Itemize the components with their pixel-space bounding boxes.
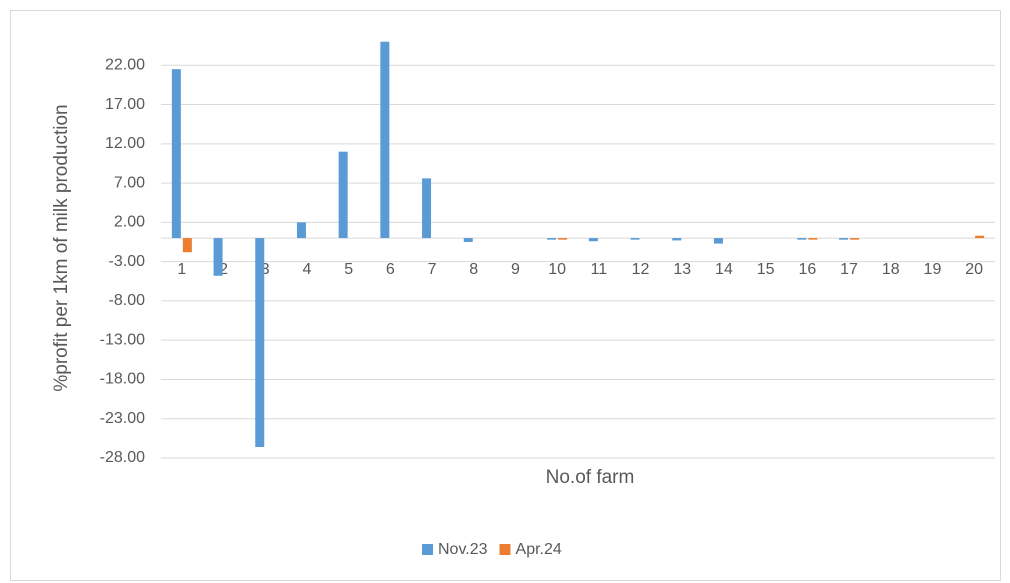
legend-swatch: [422, 544, 433, 555]
legend-swatch: [499, 544, 511, 555]
x-tick-label: 20: [965, 261, 983, 278]
bar: [808, 238, 818, 240]
y-tick-label: -3.00: [109, 253, 146, 270]
bar: [839, 238, 849, 240]
y-tick-label: 7.00: [114, 174, 145, 191]
x-tick-label: 11: [591, 261, 608, 278]
y-tick-label: -23.00: [100, 410, 145, 427]
y-axis-title: %profit per 1km of milk production: [51, 104, 72, 391]
x-tick-label: 16: [798, 261, 816, 278]
bar: [182, 238, 192, 253]
x-tick-label: 9: [511, 261, 520, 278]
bar: [547, 238, 557, 240]
y-tick-label: -18.00: [100, 371, 145, 388]
bar: [171, 69, 181, 239]
bar: [713, 238, 723, 244]
bar: [338, 151, 348, 239]
x-tick-label: 19: [924, 261, 942, 278]
bar: [558, 238, 568, 240]
y-tick-label: -8.00: [109, 292, 146, 309]
x-tick-label: 4: [302, 261, 311, 278]
bar: [975, 235, 985, 239]
bar: [797, 238, 807, 240]
bar: [630, 238, 640, 240]
x-axis-title: No.of farm: [546, 467, 635, 488]
bar: [588, 238, 598, 242]
x-tick-label: 18: [882, 261, 900, 278]
y-tick-label: -13.00: [100, 331, 145, 348]
x-tick-label: 1: [177, 261, 186, 278]
y-tick-label: 22.00: [105, 56, 145, 73]
bar: [672, 238, 682, 241]
bar: [463, 238, 473, 242]
bar: [296, 222, 306, 239]
legend-label: Nov.23: [438, 541, 488, 558]
legend-label: Apr.24: [516, 541, 562, 558]
y-tick-label: 17.00: [105, 96, 145, 113]
x-tick-label: 5: [344, 261, 353, 278]
x-tick-label: 15: [757, 261, 775, 278]
x-tick-label: 2: [219, 261, 228, 278]
y-tick-label: 2.00: [114, 214, 145, 231]
y-tick-label: -28.00: [100, 449, 145, 466]
x-tick-label: 10: [548, 261, 566, 278]
x-tick-label: 13: [673, 261, 691, 278]
x-tick-label: 17: [840, 261, 858, 278]
bar: [422, 178, 432, 239]
bar: [850, 238, 860, 240]
y-tick-label: 12.00: [105, 135, 145, 152]
x-tick-label: 6: [386, 261, 395, 278]
bar: [255, 238, 265, 448]
x-tick-label: 3: [261, 261, 270, 278]
x-tick-label: 14: [715, 261, 733, 278]
bar: [380, 41, 390, 239]
x-tick-label: 7: [428, 261, 437, 278]
x-tick-label: 8: [469, 261, 478, 278]
chart-frame: [10, 10, 1001, 581]
bar: [213, 238, 223, 276]
x-tick-label: 12: [632, 261, 650, 278]
